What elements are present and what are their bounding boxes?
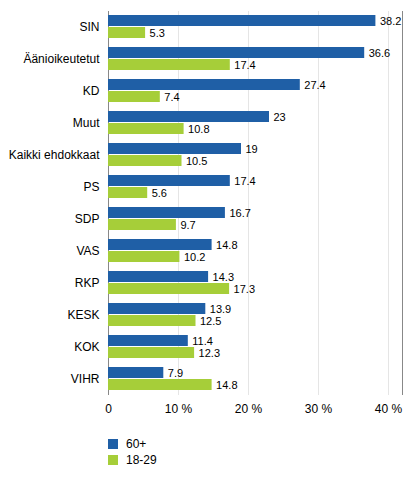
- svg-text:23: 23: [274, 111, 286, 123]
- svg-text:14.8: 14.8: [216, 379, 237, 391]
- svg-text:SIN: SIN: [79, 20, 99, 34]
- svg-text:5.6: 5.6: [152, 187, 167, 199]
- svg-text:36.6: 36.6: [369, 47, 390, 59]
- svg-text:Muut: Muut: [73, 116, 100, 130]
- svg-text:SDP: SDP: [75, 212, 100, 226]
- svg-text:VAS: VAS: [76, 244, 99, 258]
- svg-text:0: 0: [105, 402, 112, 416]
- svg-text:KD: KD: [83, 84, 100, 98]
- svg-text:10.5: 10.5: [186, 155, 207, 167]
- svg-text:40 %: 40 %: [375, 402, 403, 416]
- svg-text:12.5: 12.5: [200, 315, 221, 327]
- html-text:60+: 60+: [126, 437, 147, 451]
- svg-text:10.8: 10.8: [188, 123, 209, 135]
- svg-text:12.3: 12.3: [199, 347, 220, 359]
- svg-text:KESK: KESK: [67, 308, 99, 322]
- svg-text:11.4: 11.4: [192, 335, 213, 347]
- svg-text:Kaikki ehdokkaat: Kaikki ehdokkaat: [9, 148, 100, 162]
- svg-text:9.7: 9.7: [180, 219, 195, 231]
- svg-text:13.9: 13.9: [210, 303, 231, 315]
- svg-text:Äänioikeutetut: Äänioikeutetut: [23, 52, 100, 66]
- svg-text:KOK: KOK: [74, 340, 99, 354]
- svg-text:17.3: 17.3: [234, 283, 255, 295]
- html-text:18-29: 18-29: [126, 453, 157, 467]
- svg-text:16.7: 16.7: [229, 207, 250, 219]
- svg-text:RKP: RKP: [75, 276, 100, 290]
- svg-text:27.4: 27.4: [304, 79, 325, 91]
- svg-text:PS: PS: [83, 180, 99, 194]
- svg-text:38.2: 38.2: [380, 15, 401, 27]
- svg-text:14.8: 14.8: [216, 239, 237, 251]
- svg-text:VIHR: VIHR: [71, 372, 100, 386]
- svg-text:7.4: 7.4: [164, 91, 179, 103]
- svg-text:7.9: 7.9: [168, 367, 183, 379]
- svg-text:19: 19: [246, 143, 258, 155]
- svg-text:5.3: 5.3: [150, 27, 165, 39]
- svg-text:14.3: 14.3: [213, 271, 234, 283]
- svg-text:10.2: 10.2: [184, 251, 205, 263]
- svg-text:10 %: 10 %: [165, 402, 193, 416]
- svg-text:30 %: 30 %: [305, 402, 333, 416]
- svg-text:17.4: 17.4: [234, 59, 255, 71]
- svg-text:20 %: 20 %: [235, 402, 263, 416]
- svg-text:17.4: 17.4: [234, 175, 255, 187]
